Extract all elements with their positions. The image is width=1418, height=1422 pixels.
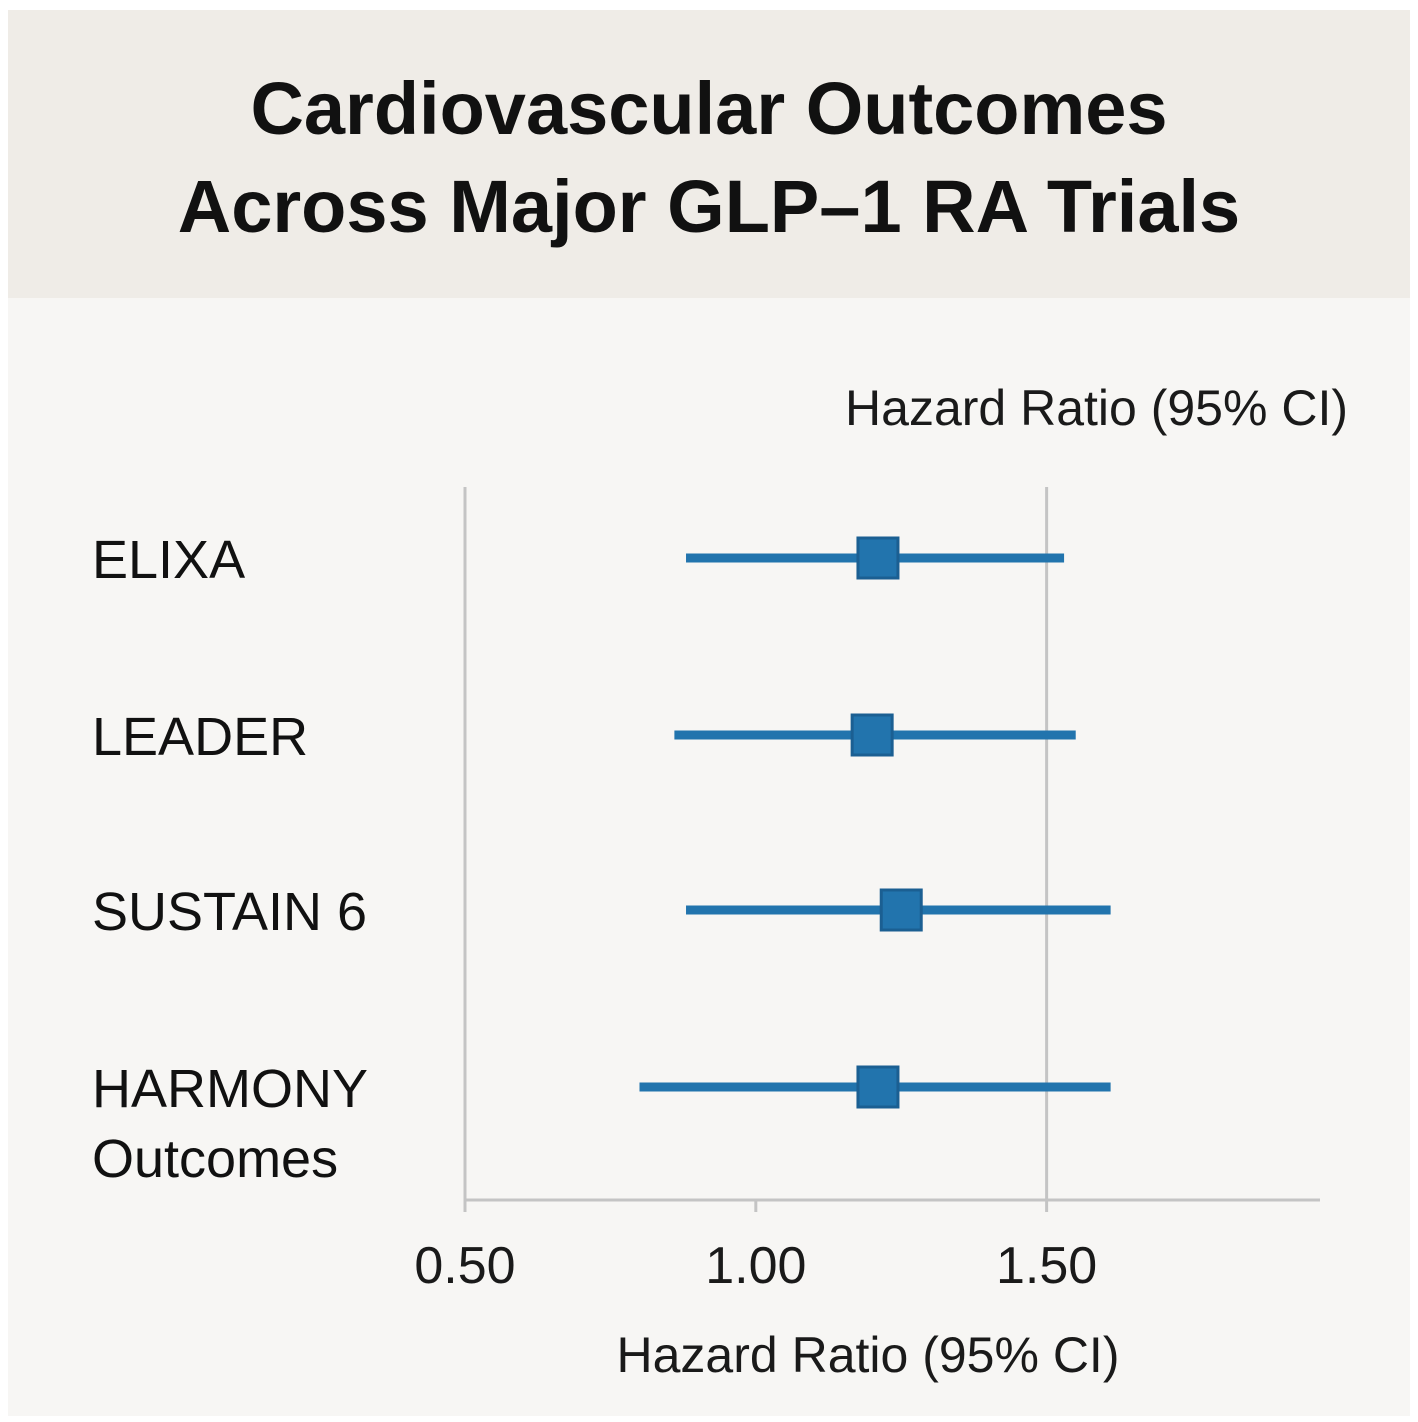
chart-header: Cardiovascular Outcomes Across Major GLP… <box>8 10 1410 298</box>
trial-label-line: Outcomes <box>92 1129 338 1189</box>
trial-row-3: HARMONY Outcomes <box>92 1059 1111 1189</box>
x-axis-label: Hazard Ratio (95% CI) <box>617 1327 1120 1383</box>
chart-title-line-1: Cardiovascular Outcomes <box>250 67 1168 150</box>
hr-marker-2 <box>879 888 923 932</box>
trial-label-line: ELIXA <box>92 530 245 590</box>
chart-title-line-2: Across Major GLP–1 RA Trials <box>177 165 1241 248</box>
trial-row-2: SUSTAIN 6 <box>92 882 1111 942</box>
trial-label-line: SUSTAIN 6 <box>92 882 367 942</box>
trial-label-line: LEADER <box>92 707 308 767</box>
trial-label-1: LEADER <box>92 707 308 767</box>
hr-marker-0 <box>856 536 900 580</box>
trial-row-0: ELIXA <box>92 530 1065 590</box>
trial-label-3: HARMONY Outcomes <box>92 1059 368 1189</box>
trial-row-1: LEADER <box>92 707 1076 767</box>
x-tick-label-1: 1.00 <box>705 1237 806 1295</box>
x-tick-label-0: 0.50 <box>414 1237 515 1295</box>
header-label: Hazard Ratio (95% CI) <box>845 380 1348 436</box>
trial-label-2: SUSTAIN 6 <box>92 882 367 942</box>
trial-label-line: HARMONY <box>92 1059 368 1119</box>
hr-marker-1 <box>850 713 894 757</box>
chart-canvas: Cardiovascular Outcomes Across Major GLP… <box>8 10 1410 1416</box>
hr-marker-3 <box>856 1065 900 1109</box>
x-tick-label-2: 1.50 <box>996 1237 1097 1295</box>
trial-label-0: ELIXA <box>92 530 245 590</box>
